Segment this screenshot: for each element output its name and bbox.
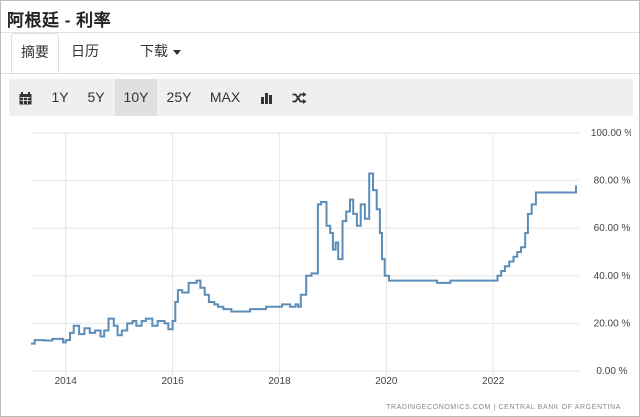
y-tick-label: 80.00 % bbox=[594, 176, 631, 187]
y-tick-label: 60.00 % bbox=[594, 223, 631, 234]
y-axis-ticks: 0.00 % 20.00 % 40.00 % 60.00 % 80.00 % 100.00… bbox=[591, 128, 631, 377]
y-tick-label: 100.00 % bbox=[591, 128, 631, 139]
tab-bar: 摘要 日历 下载 bbox=[1, 33, 639, 73]
range-5y-button[interactable]: 5Y bbox=[87, 89, 105, 105]
title-bar: 阿根廷 - 利率 bbox=[1, 1, 639, 33]
tab-calendar[interactable]: 日历 bbox=[71, 43, 99, 59]
interest-rate-chart: 0.00 % 20.00 % 40.00 % 60.00 % 80.00 % 100.00… bbox=[31, 128, 631, 411]
y-tick-label: 40.00 % bbox=[594, 271, 631, 282]
range-10y-button[interactable]: 10Y bbox=[115, 79, 157, 116]
x-axis-ticks: 2014 2016 2018 2020 2022 bbox=[55, 376, 505, 387]
range-1y-button[interactable]: 1Y bbox=[51, 89, 69, 105]
x-tick-label: 2016 bbox=[161, 376, 184, 387]
series-line bbox=[31, 172, 577, 345]
range-25y-button[interactable]: 25Y bbox=[166, 89, 192, 105]
shuffle-icon[interactable] bbox=[285, 79, 313, 116]
bar-chart-icon[interactable] bbox=[252, 79, 280, 116]
y-tick-label: 0.00 % bbox=[596, 366, 627, 377]
tab-download[interactable]: 下载 bbox=[131, 33, 190, 71]
tab-summary[interactable]: 摘要 bbox=[11, 33, 59, 73]
x-tick-label: 2014 bbox=[55, 376, 78, 387]
tabs-divider bbox=[1, 73, 639, 74]
source-credit: TRADINGECONOMICS.COM | CENTRAL BANK OF A… bbox=[386, 404, 621, 411]
x-tick-label: 2020 bbox=[375, 376, 398, 387]
tab-download-label: 下载 bbox=[140, 43, 168, 59]
x-tick-label: 2022 bbox=[482, 376, 505, 387]
chevron-down-icon bbox=[173, 49, 181, 55]
chart-grid bbox=[31, 132, 579, 377]
chart-toolbar: 1Y 5Y 10Y 25Y MAX bbox=[9, 79, 633, 116]
x-tick-label: 2018 bbox=[268, 376, 291, 387]
calendar-icon[interactable] bbox=[9, 79, 41, 116]
y-tick-label: 20.00 % bbox=[594, 318, 631, 329]
page-title: 阿根廷 - 利率 bbox=[7, 11, 112, 30]
range-max-button[interactable]: MAX bbox=[209, 89, 241, 105]
